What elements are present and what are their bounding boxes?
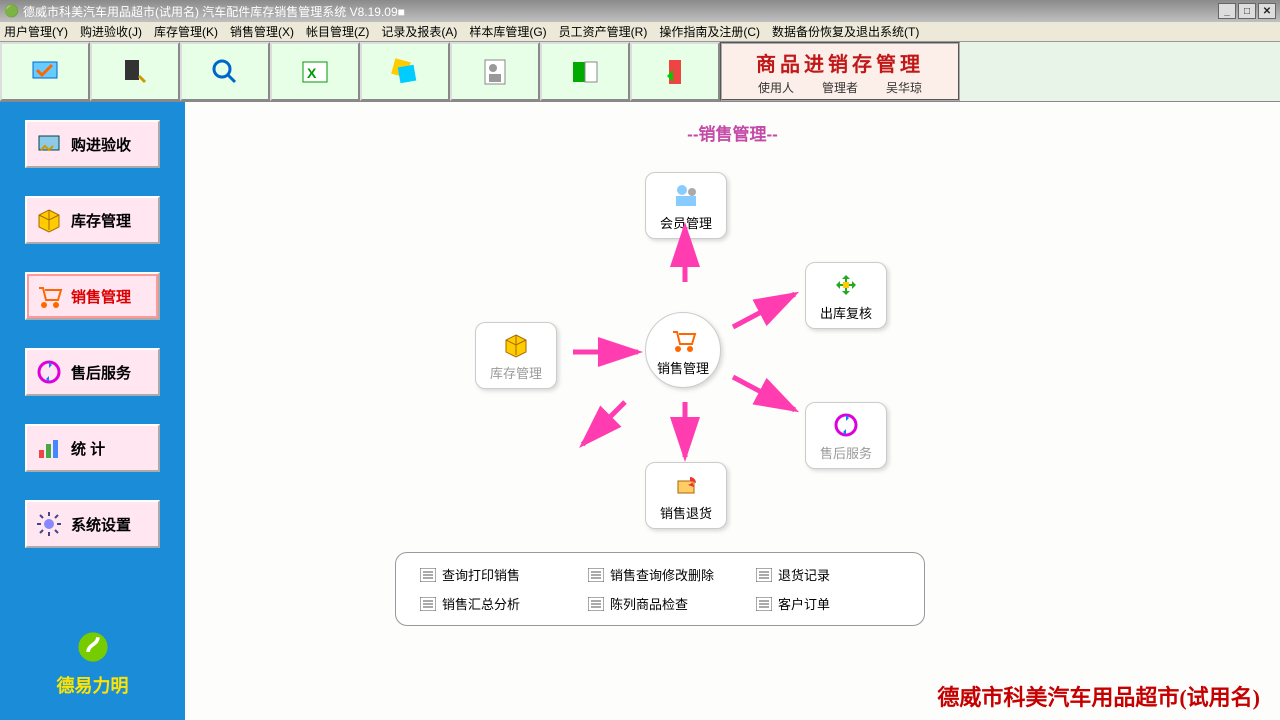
bottom-action[interactable]: 客户订单 [756, 594, 900, 613]
menu-item[interactable]: 用户管理(Y) [4, 23, 68, 40]
sidebar-item-label: 销售管理 [71, 286, 131, 307]
node-right2[interactable]: 售后服务 [805, 402, 887, 469]
banner-role: 管理者 [822, 79, 858, 96]
banner: 商品进销存管理 使用人 管理者 吴华琼 [720, 42, 960, 101]
toolbar-btn-5[interactable] [360, 42, 450, 101]
menu-item[interactable]: 数据备份恢复及退出系统(T) [772, 23, 919, 40]
menubar: 用户管理(Y) 购进验收(J) 库存管理(K) 销售管理(X) 帐目管理(Z) 记录及报表… [0, 22, 1280, 42]
sidebar-item-receipt[interactable]: 购进验收 [25, 120, 160, 168]
toolbar-btn-1[interactable] [0, 42, 90, 101]
sidebar-item-gear[interactable]: 系统设置 [25, 500, 160, 548]
app-icon: 🟢 [4, 4, 19, 18]
svg-text:X: X [307, 65, 317, 81]
bottom-action[interactable]: 陈列商品检查 [588, 594, 732, 613]
toolbar-btn-7[interactable] [540, 42, 630, 101]
menu-item[interactable]: 操作指南及注册(C) [659, 23, 760, 40]
brand-logo: 德易力明 [25, 626, 160, 702]
toolbar-btn-6[interactable] [450, 42, 540, 101]
bottom-action[interactable]: 退货记录 [756, 565, 900, 584]
node-label: 会员管理 [660, 213, 712, 232]
sidebar-item-cart[interactable]: 销售管理 [25, 272, 160, 320]
sidebar-item-label: 购进验收 [71, 134, 131, 155]
node-label: 销售退货 [660, 503, 712, 522]
minimize-button[interactable]: _ [1218, 3, 1236, 19]
menu-item[interactable]: 样本库管理(G) [469, 23, 546, 40]
close-button[interactable]: ✕ [1258, 3, 1276, 19]
sidebar-item-label: 系统设置 [71, 514, 131, 535]
window-title: 德威市科美汽车用品超市(试用名) 汽车配件库存销售管理系统 V8.19.09■ [23, 3, 405, 20]
menu-item[interactable]: 帐目管理(Z) [306, 23, 369, 40]
bottom-actions: 查询打印销售 销售查询修改删除 退货记录销售汇总分析 陈列商品检查 客户订单 [395, 552, 925, 626]
banner-username: 吴华琼 [886, 79, 922, 96]
sidebar: 购进验收库存管理销售管理售后服务统 计系统设置德易力明 [0, 102, 185, 720]
toolbar-btn-2[interactable] [90, 42, 180, 101]
canvas: --销售管理-- 销售管理 会员管理库存管理 出库复核售后服务销售退货 查询打印销售… [185, 102, 1280, 720]
node-right1[interactable]: 出库复核 [805, 262, 887, 329]
banner-title: 商品进销存管理 [756, 48, 924, 77]
sidebar-item-recycle[interactable]: 售后服务 [25, 348, 160, 396]
toolbar-btn-4[interactable]: X [270, 42, 360, 101]
toolbar-btn-3[interactable] [180, 42, 270, 101]
menu-item[interactable]: 购进验收(J) [80, 23, 142, 40]
sidebar-item-chart[interactable]: 统 计 [25, 424, 160, 472]
window-titlebar: 🟢 德威市科美汽车用品超市(试用名) 汽车配件库存销售管理系统 V8.19.09… [0, 0, 1280, 22]
menu-item[interactable]: 员工资产管理(R) [559, 23, 648, 40]
node-bottom[interactable]: 销售退货 [645, 462, 727, 529]
node-left[interactable]: 库存管理 [475, 322, 557, 389]
sidebar-item-label: 统 计 [71, 438, 105, 459]
maximize-button[interactable]: □ [1238, 3, 1256, 19]
sidebar-item-label: 库存管理 [71, 210, 131, 231]
menu-item[interactable]: 记录及报表(A) [381, 23, 457, 40]
sidebar-item-label: 售后服务 [71, 362, 131, 383]
node-label: 库存管理 [490, 363, 542, 382]
sidebar-item-box[interactable]: 库存管理 [25, 196, 160, 244]
menu-item[interactable]: 销售管理(X) [230, 23, 294, 40]
footer-text: 德威市科美汽车用品超市(试用名) [937, 680, 1260, 712]
banner-user-label: 使用人 [758, 79, 794, 96]
bottom-action[interactable]: 销售查询修改删除 [588, 565, 732, 584]
bottom-action[interactable]: 销售汇总分析 [420, 594, 564, 613]
toolbar: X 商品进销存管理 使用人 管理者 吴华琼 [0, 42, 1280, 102]
node-center[interactable]: 销售管理 [645, 312, 721, 388]
node-label: 销售管理 [657, 358, 709, 377]
bottom-action[interactable]: 查询打印销售 [420, 565, 564, 584]
node-top[interactable]: 会员管理 [645, 172, 727, 239]
node-label: 出库复核 [820, 303, 872, 322]
menu-item[interactable]: 库存管理(K) [154, 23, 218, 40]
node-label: 售后服务 [820, 443, 872, 462]
section-title: --销售管理-- [687, 120, 778, 145]
toolbar-btn-8[interactable] [630, 42, 720, 101]
